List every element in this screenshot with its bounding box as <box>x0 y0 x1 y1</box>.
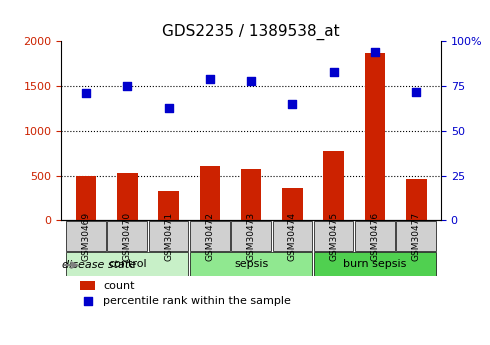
FancyBboxPatch shape <box>107 221 147 251</box>
Point <box>206 76 214 82</box>
FancyBboxPatch shape <box>66 252 188 276</box>
FancyBboxPatch shape <box>355 221 395 251</box>
Bar <box>117 174 138 220</box>
Title: GDS2235 / 1389538_at: GDS2235 / 1389538_at <box>162 24 340 40</box>
Text: GSM30471: GSM30471 <box>164 212 173 261</box>
Text: percentile rank within the sample: percentile rank within the sample <box>103 296 291 306</box>
Bar <box>199 166 220 220</box>
Text: count: count <box>103 280 135 290</box>
Point <box>330 69 338 75</box>
Point <box>371 49 379 55</box>
Point <box>412 89 420 94</box>
Bar <box>323 151 344 220</box>
Text: GSM30470: GSM30470 <box>123 212 132 261</box>
Text: GSM30474: GSM30474 <box>288 212 297 261</box>
Bar <box>158 191 179 220</box>
Text: control: control <box>108 259 147 269</box>
FancyBboxPatch shape <box>314 221 353 251</box>
Text: GSM30476: GSM30476 <box>370 212 379 261</box>
FancyBboxPatch shape <box>66 221 106 251</box>
Text: disease state: disease state <box>62 260 136 270</box>
Point <box>82 90 90 96</box>
Text: GSM30472: GSM30472 <box>205 212 214 261</box>
Point <box>247 78 255 83</box>
Text: GSM30475: GSM30475 <box>329 212 338 261</box>
Point <box>84 298 92 304</box>
Bar <box>282 188 303 220</box>
FancyBboxPatch shape <box>149 221 188 251</box>
FancyBboxPatch shape <box>314 252 436 276</box>
Bar <box>80 281 96 290</box>
Bar <box>75 176 97 220</box>
Bar <box>406 179 427 220</box>
FancyBboxPatch shape <box>190 252 312 276</box>
Point <box>165 105 172 110</box>
Text: sepsis: sepsis <box>234 259 268 269</box>
FancyBboxPatch shape <box>231 221 271 251</box>
Text: GSM30477: GSM30477 <box>412 212 421 261</box>
FancyBboxPatch shape <box>190 221 230 251</box>
Point <box>289 101 296 107</box>
Bar <box>365 53 385 220</box>
Text: GSM30473: GSM30473 <box>246 212 256 261</box>
FancyBboxPatch shape <box>396 221 436 251</box>
Bar <box>241 169 262 220</box>
Point <box>123 83 131 89</box>
FancyBboxPatch shape <box>272 221 312 251</box>
Text: GSM30469: GSM30469 <box>81 212 91 261</box>
Text: burn sepsis: burn sepsis <box>343 259 407 269</box>
